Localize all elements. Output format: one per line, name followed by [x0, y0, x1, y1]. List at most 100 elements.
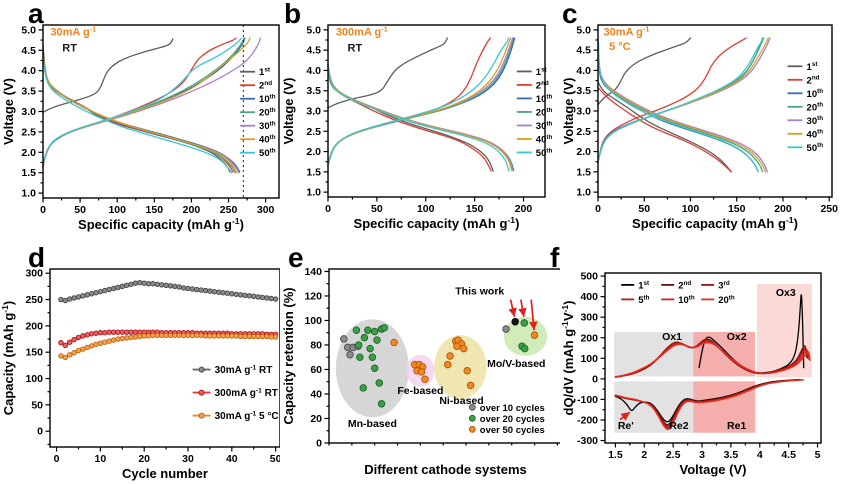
panel-c-chart: 0 50 100 150 200 250 1.0 1.5 2.0 2.5 3.0 3.5 4.0 4.5 5…	[560, 0, 841, 247]
y-tick-label: 2.5	[21, 126, 36, 138]
data-marker	[268, 295, 274, 302]
y-tick-label: 5.0	[576, 24, 591, 36]
x-axis-label: Voltage (V)	[680, 462, 747, 477]
legend-marker	[198, 366, 205, 373]
y-tick-label: 2.5	[306, 126, 321, 138]
x-tick-label: 200	[774, 203, 792, 215]
x-tick-label: 0	[595, 203, 601, 215]
legend-label: 50th	[807, 142, 824, 154]
y-tick-label: 0	[592, 373, 598, 385]
data-marker	[272, 296, 279, 302]
x-tick-label: 300	[257, 204, 275, 216]
scatter-point	[530, 331, 539, 339]
series-line	[614, 340, 810, 378]
pointer-arrow	[529, 299, 538, 331]
y-axis-label: dQ/dV (mAh g-1V-1)	[560, 301, 576, 416]
series-line	[597, 37, 747, 164]
data-marker	[242, 333, 248, 340]
data-marker	[102, 287, 108, 294]
scatter-point	[502, 325, 510, 333]
data-marker	[215, 333, 222, 339]
series-line	[597, 81, 732, 173]
data-marker	[229, 291, 235, 297]
y-tick-label: 100	[304, 315, 322, 327]
x-tick-label: 3	[699, 449, 705, 461]
series-line	[614, 342, 811, 378]
chart-svg: 1.5 2 2.5 3 3.5 4 4.5 5 -300 -200 -100 0 100 200 300 40…	[560, 271, 822, 477]
data-marker	[88, 343, 95, 349]
y-tick-label: 1.5	[21, 167, 36, 179]
y-axis-label: Capacity retention (%)	[281, 287, 296, 424]
legend-label: 30th	[536, 120, 553, 132]
data-marker	[159, 332, 165, 339]
data-marker	[75, 294, 82, 300]
data-marker	[268, 334, 274, 340]
legend-label: 40th	[807, 129, 824, 141]
legend-label: 2nd	[807, 75, 820, 87]
series-line	[42, 54, 238, 174]
y-tick-label: 40	[310, 388, 322, 400]
y-tick-label: 250	[25, 294, 43, 306]
legend-marker	[468, 425, 476, 433]
scatter-point	[370, 327, 379, 336]
data-marker	[80, 333, 86, 339]
data-marker	[67, 352, 73, 358]
y-axis-label: Voltage (V)	[281, 78, 296, 145]
annotation: Fe-based	[397, 385, 443, 397]
legend-label: 30mA g-1 RT	[215, 364, 273, 376]
x-tick-label: 200	[183, 204, 201, 216]
y-tick-label: 300	[25, 268, 43, 280]
data-marker	[198, 332, 204, 339]
data-marker	[137, 279, 143, 286]
data-marker	[110, 337, 117, 343]
data-marker	[88, 291, 95, 297]
data-marker	[198, 287, 204, 293]
annotation: Re'	[618, 420, 634, 432]
legend-label: 3rd	[718, 280, 730, 292]
y-tick-label: 5.0	[21, 24, 36, 36]
scatter-point	[360, 333, 369, 342]
data-marker	[106, 329, 112, 335]
x-tick-label: 4.5	[781, 449, 796, 461]
data-marker	[150, 332, 156, 339]
data-marker	[237, 333, 244, 340]
y-axis-label: Capacity (mAh g-1)	[0, 301, 16, 416]
annotation: Ox3	[776, 287, 796, 299]
y-tick-label: 200	[25, 320, 43, 332]
y-tick-label: 4.0	[21, 65, 36, 77]
y-tick-label: 150	[25, 347, 43, 359]
panel-e-letter: e	[288, 242, 304, 273]
data-marker	[264, 295, 270, 301]
scatter-point	[460, 344, 468, 353]
y-tick-label: 3.0	[576, 106, 591, 118]
y-tick-label: -300	[577, 435, 598, 447]
y-tick-label: 200	[580, 332, 598, 344]
annotation: This work	[455, 286, 504, 298]
data-marker	[246, 293, 253, 299]
data-marker	[62, 342, 69, 349]
data-marker	[163, 332, 169, 339]
data-marker	[137, 333, 143, 340]
annotation: Mo/V-based	[487, 358, 545, 370]
legend-label: over 20 cycles	[480, 414, 545, 425]
data-marker	[80, 346, 86, 352]
data-marker	[185, 332, 191, 339]
data-marker	[255, 333, 261, 340]
chart-svg: 0 10 20 30 40 50 0 50 100 150 200 250 300 Cycle numbe…	[0, 268, 282, 481]
annotation: Mn-based	[348, 418, 397, 430]
scatter-point	[521, 344, 529, 353]
x-tick-label: 150	[466, 203, 484, 215]
data-marker	[97, 288, 104, 295]
x-tick-label: 30	[182, 453, 194, 465]
y-tick-label: 140	[304, 266, 322, 278]
data-marker	[67, 339, 73, 345]
data-marker	[194, 286, 200, 293]
data-marker	[123, 335, 130, 341]
data-marker	[128, 334, 134, 341]
annotation: Ni-based	[439, 395, 483, 407]
x-tick-label: 50	[371, 203, 383, 215]
x-tick-label: 150	[146, 204, 164, 216]
legend-label: 50th	[259, 148, 276, 160]
data-marker	[264, 333, 270, 340]
x-tick-label: 0	[54, 453, 60, 465]
